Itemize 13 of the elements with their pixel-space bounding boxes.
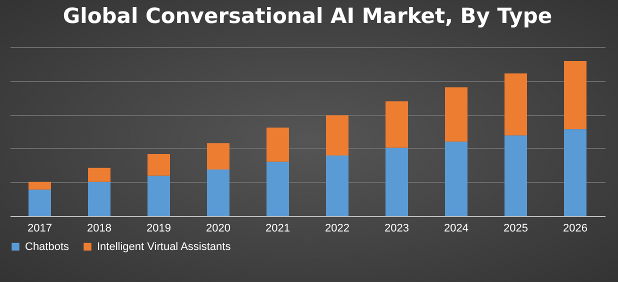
- x-tick-label: 2026: [563, 222, 588, 234]
- x-tick-label: 2020: [206, 222, 230, 234]
- x-tick-label: 2025: [504, 222, 528, 234]
- legend-label: Chatbots: [25, 240, 70, 253]
- x-tick-label: 2017: [28, 222, 52, 234]
- chart-title: Global Conversational AI Market, By Type: [62, 4, 552, 28]
- x-tick-label: 2022: [325, 222, 350, 234]
- x-tick-label: 2023: [384, 222, 409, 234]
- x-tick-label: 2019: [146, 222, 171, 234]
- legend-label: Intelligent Virtual Assistants: [97, 240, 232, 253]
- x-tick-label: 2024: [444, 222, 468, 234]
- x-tick-label: 2018: [87, 222, 112, 234]
- x-tick-label: 2021: [266, 222, 290, 234]
